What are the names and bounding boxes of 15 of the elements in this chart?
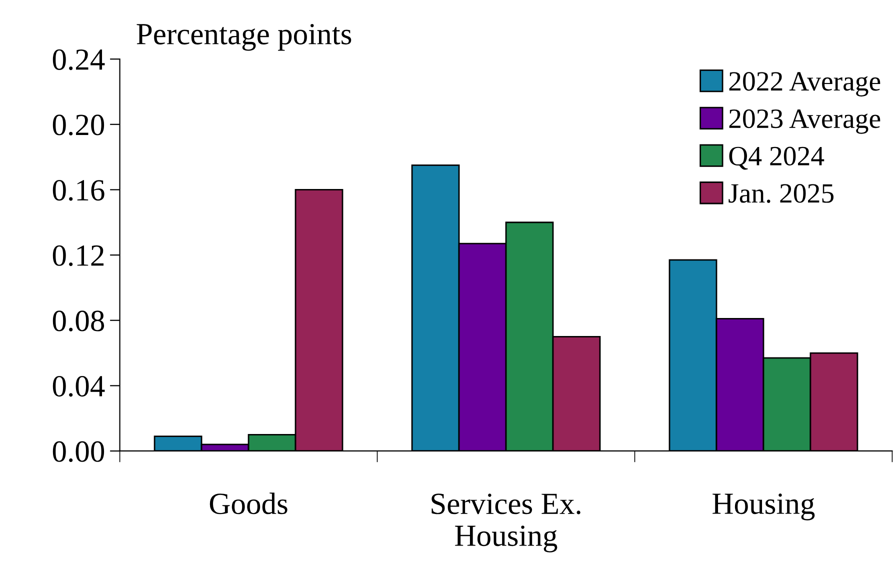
y-tick-label: 0.04 — [52, 376, 105, 397]
y-tick-label: 0.20 — [52, 114, 104, 136]
x-tick-label: Services Ex. Housing — [432, 494, 580, 552]
y-tick-label: 0.12 — [52, 245, 104, 266]
legend-label: 2022 Average — [729, 72, 880, 96]
y-tick-label: 0.16 — [52, 180, 104, 201]
legend-label: Jan. 2025 — [728, 184, 834, 203]
legend-label: Q4 2024 — [729, 146, 824, 170]
legend-label: 2023 Average — [729, 109, 880, 134]
y-axis-title: Percentage points — [136, 24, 352, 51]
y-tick-label: 0.08 — [52, 310, 104, 332]
x-tick-label: Housing — [712, 494, 815, 520]
x-tick-label: Goods — [210, 492, 288, 514]
y-tick-label: 0.00 — [52, 441, 104, 462]
y-tick-label: 0.24 — [52, 49, 105, 70]
